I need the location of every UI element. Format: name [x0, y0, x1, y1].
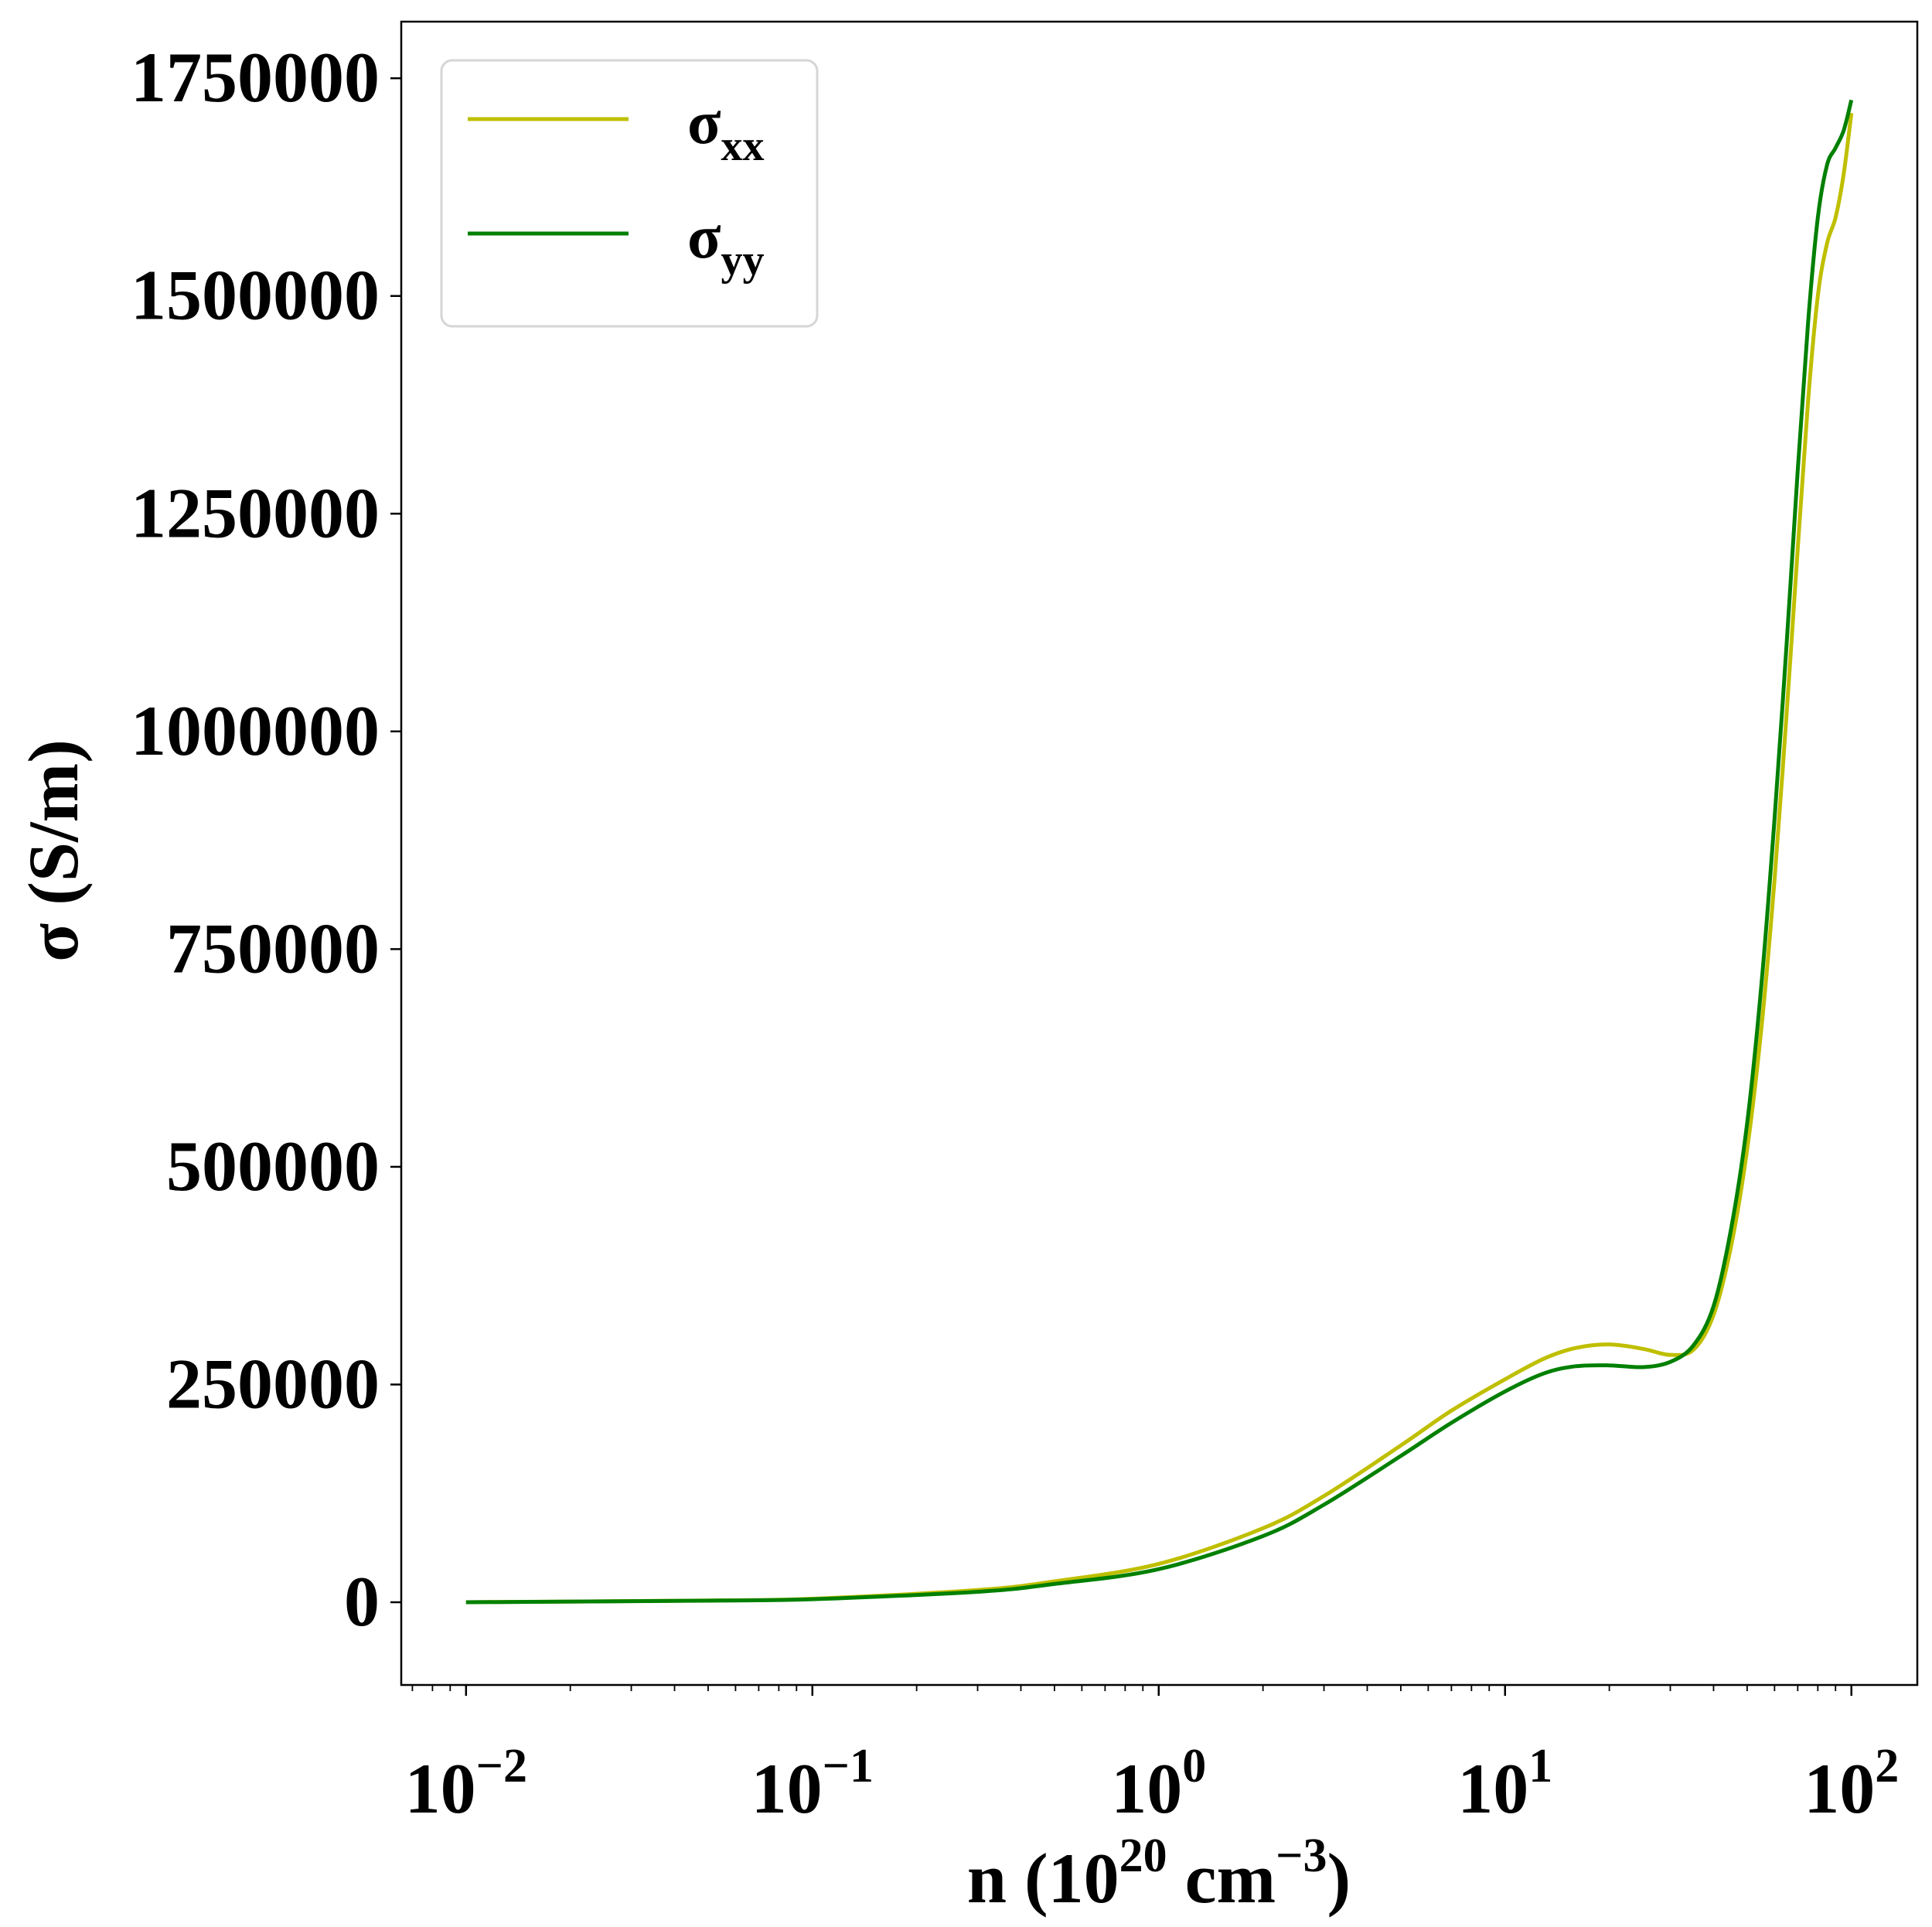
legend-label-sigma-xx-base: σ: [687, 89, 721, 157]
x-tick-label-exponent: 0: [1182, 1740, 1206, 1792]
x-axis-label: n (1020 cm−3): [967, 1830, 1351, 1918]
x-tick-label: 10−1: [751, 1740, 874, 1828]
legend-label-sigma-xx: σxx: [687, 89, 765, 170]
x-tick-label-base: 10: [1804, 1749, 1875, 1828]
x-tick-label: 101: [1457, 1740, 1552, 1828]
y-tick-label: 500000: [166, 1127, 380, 1206]
x-tick-label-base: 10: [1111, 1749, 1182, 1828]
x-tick-label-exponent: −1: [823, 1740, 874, 1792]
x-tick-label-exponent: −2: [476, 1740, 527, 1792]
x-axis-label-mid: cm: [1167, 1839, 1276, 1918]
x-tick-label: 100: [1111, 1740, 1206, 1828]
x-tick-label-base: 10: [751, 1749, 823, 1828]
y-tick-label: 1000000: [131, 691, 380, 770]
x-axis-label-end: ): [1327, 1839, 1351, 1918]
x-tick-label-base: 10: [405, 1749, 476, 1828]
series-line-sigma-yy: [465, 99, 1854, 1605]
y-tick-label: 1250000: [131, 473, 380, 552]
y-tick-label: 750000: [166, 909, 380, 987]
y-tick-label: 1750000: [131, 38, 380, 117]
y-axis: 0 250000 500000 750000 1000000 1250000 1500000…: [131, 38, 401, 1641]
x-tick-label-exponent: 1: [1528, 1740, 1552, 1792]
legend: σxx σyy: [440, 59, 819, 328]
legend-label-sigma-xx-sub: xx: [721, 122, 765, 170]
x-axis-label-base: n (10: [967, 1839, 1119, 1918]
y-tick-label: 1500000: [131, 256, 380, 335]
y-tick-label: 0: [344, 1562, 380, 1641]
legend-box: [440, 59, 819, 328]
y-axis-label: σ (S/m): [14, 739, 93, 962]
legend-label-sigma-yy-base: σ: [687, 203, 721, 271]
x-tick-label-exponent: 2: [1875, 1740, 1899, 1792]
x-tick-label: 10−2: [405, 1740, 527, 1828]
x-tick-label-base: 10: [1457, 1749, 1528, 1828]
y-tick-label: 250000: [166, 1344, 380, 1423]
x-tick-label: 102: [1804, 1740, 1899, 1828]
legend-label-sigma-yy: σyy: [687, 203, 765, 285]
series-line-sigma-xx: [465, 112, 1854, 1605]
legend-label-sigma-yy-sub: yy: [721, 237, 765, 285]
x-axis-label-sup2: −3: [1276, 1830, 1327, 1882]
x-axis-label-sup1: 20: [1119, 1830, 1167, 1882]
series-layer: [465, 99, 1854, 1605]
x-axis: 10−2 10−1 100 101 102: [405, 1685, 1899, 1828]
